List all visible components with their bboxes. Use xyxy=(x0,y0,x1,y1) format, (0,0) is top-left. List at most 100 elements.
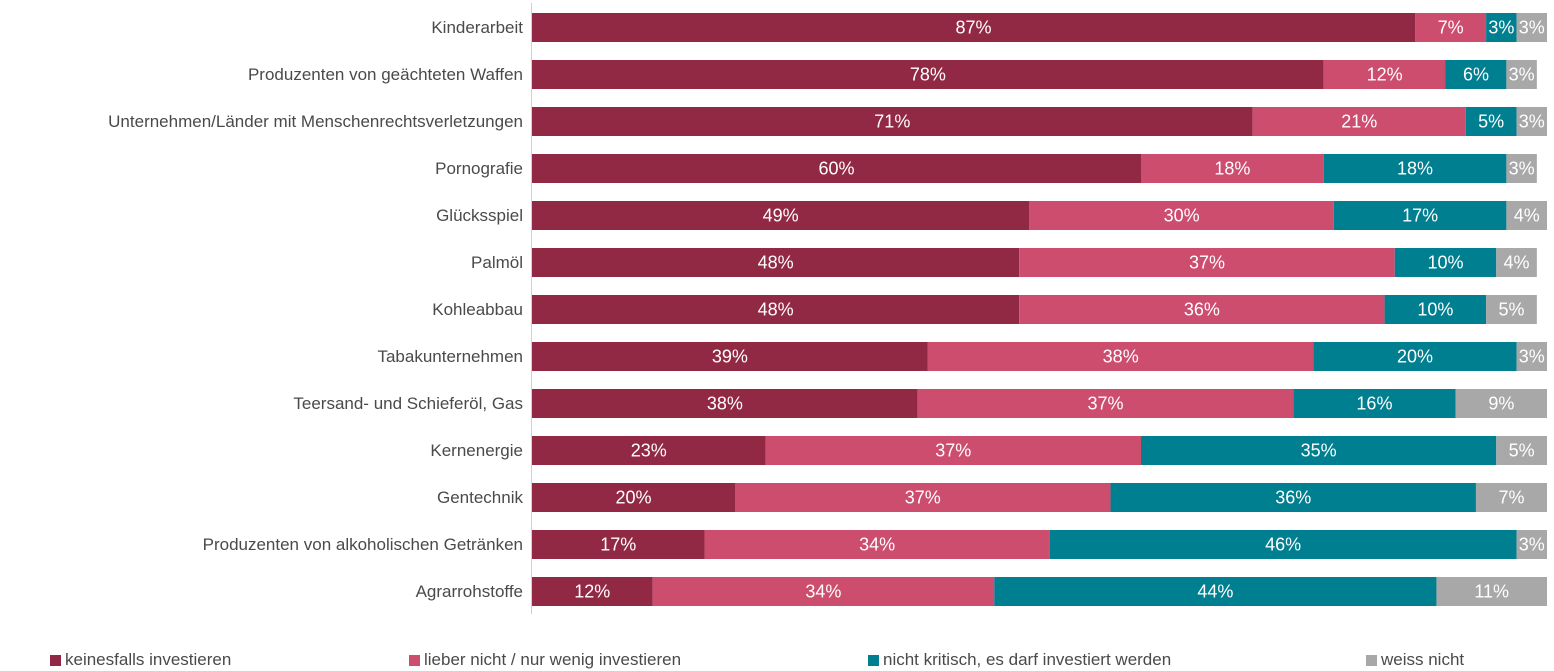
bar-segment xyxy=(1019,248,1395,277)
bar-segment xyxy=(735,483,1111,512)
data-label: 46% xyxy=(1265,535,1301,555)
data-label: 38% xyxy=(1103,347,1139,367)
bar-segment xyxy=(532,436,766,465)
category-label: Produzenten von geächteten Waffen xyxy=(248,65,523,84)
bar-segment xyxy=(1486,295,1537,324)
data-label: 18% xyxy=(1397,159,1433,179)
category-label: Unternehmen/Länder mit Menschenrechtsver… xyxy=(108,112,523,131)
bar-segment xyxy=(1516,342,1547,371)
data-label: 44% xyxy=(1197,582,1233,602)
data-label: 71% xyxy=(874,112,910,132)
data-label: 20% xyxy=(615,488,651,508)
data-label: 35% xyxy=(1301,441,1337,461)
bar-segment xyxy=(532,295,1020,324)
bar-segment xyxy=(1506,60,1537,89)
legend-item-lieber-nicht: lieber nicht / nur wenig investieren xyxy=(409,650,681,670)
bar-segment xyxy=(1384,295,1487,324)
data-label: 3% xyxy=(1519,112,1545,132)
bar-segment xyxy=(1436,577,1547,606)
bar-segment xyxy=(927,342,1314,371)
legend-swatch xyxy=(868,654,879,666)
bar-segment xyxy=(1110,483,1476,512)
legend-label: nicht kritisch, es darf investiert werde… xyxy=(883,650,1172,669)
data-label: 10% xyxy=(1417,300,1453,320)
data-label: 3% xyxy=(1519,535,1545,555)
data-label: 60% xyxy=(818,159,854,179)
bar-segment xyxy=(532,483,735,512)
data-label: 37% xyxy=(1087,394,1123,414)
legend-swatch xyxy=(1366,654,1377,666)
legend-label: lieber nicht / nur wenig investieren xyxy=(424,650,682,669)
bar-segment xyxy=(1323,154,1507,183)
bar-segment xyxy=(1049,530,1517,559)
bar-segment xyxy=(1506,201,1547,230)
bar-segment xyxy=(1486,13,1517,42)
bar-segment xyxy=(1445,60,1507,89)
data-label: 36% xyxy=(1275,488,1311,508)
legend-swatch xyxy=(409,654,420,666)
data-label: 37% xyxy=(1189,253,1225,273)
category-label: Palmöl xyxy=(471,253,523,272)
bar-segment xyxy=(704,530,1050,559)
data-label: 37% xyxy=(935,441,971,461)
data-label: 12% xyxy=(1367,65,1403,85)
data-label: 18% xyxy=(1214,159,1250,179)
data-label: 10% xyxy=(1427,253,1463,273)
bar-segment xyxy=(1475,483,1547,512)
legend-label: weiss nicht xyxy=(1381,650,1465,669)
bar-segment xyxy=(1029,201,1334,230)
category-label: Kernenergie xyxy=(430,441,523,460)
data-label: 34% xyxy=(859,535,895,555)
data-label: 3% xyxy=(1519,18,1545,38)
category-label: Agrarrohstoffe xyxy=(416,582,523,601)
data-label: 5% xyxy=(1498,300,1524,320)
bar-segment xyxy=(1252,107,1466,136)
bar-segment xyxy=(1019,295,1385,324)
category-label: Gentechnik xyxy=(437,488,523,507)
bar-segment xyxy=(1516,530,1547,559)
category-label: Teersand- und Schieferöl, Gas xyxy=(293,394,523,413)
bar-segment xyxy=(532,107,1253,136)
bar-segment xyxy=(1516,13,1547,42)
bar-segment xyxy=(532,577,653,606)
legend-swatch xyxy=(50,654,61,666)
data-label: 36% xyxy=(1184,300,1220,320)
bar-segment xyxy=(1455,389,1547,418)
bar-segment xyxy=(1141,436,1497,465)
legend-item-nicht-kritisch: nicht kritisch, es darf investiert werde… xyxy=(868,650,1171,670)
category-label: Kinderarbeit xyxy=(431,18,523,37)
category-label: Tabakunternehmen xyxy=(377,347,523,366)
bar-segment xyxy=(1496,436,1547,465)
data-label: 5% xyxy=(1509,441,1535,461)
bar-segment xyxy=(1313,342,1517,371)
bar-segment xyxy=(532,154,1141,183)
bar-segment xyxy=(652,577,995,606)
bar-segment xyxy=(1394,248,1497,277)
data-label: 17% xyxy=(600,535,636,555)
data-label: 49% xyxy=(763,206,799,226)
bar-segment xyxy=(1516,107,1547,136)
bar-segment xyxy=(1141,154,1324,183)
data-label: 4% xyxy=(1504,253,1530,273)
bar-segment xyxy=(765,436,1141,465)
legend: keinesfalls investieren lieber nicht / n… xyxy=(0,650,1554,671)
bar-segment xyxy=(532,201,1030,230)
bar-segment xyxy=(1506,154,1537,183)
data-label: 11% xyxy=(1474,582,1509,602)
data-label: 21% xyxy=(1341,112,1377,132)
data-label: 9% xyxy=(1488,394,1514,414)
stacked-bar-chart: Kinderarbeit 87% 7% 3% 3%Produzenten von geä… xyxy=(108,3,1547,614)
bar-segment xyxy=(1323,60,1446,89)
category-label: Produzenten von alkoholischen Getränken xyxy=(203,535,523,554)
bar-segment xyxy=(1293,389,1456,418)
legend-item-keinesfalls: keinesfalls investieren xyxy=(50,650,231,670)
data-label: 34% xyxy=(805,582,841,602)
data-label: 12% xyxy=(574,582,610,602)
data-label: 3% xyxy=(1509,65,1535,85)
data-label: 39% xyxy=(712,347,748,367)
data-label: 4% xyxy=(1514,206,1540,226)
bar-segment xyxy=(1496,248,1537,277)
bar-segment xyxy=(532,389,918,418)
data-label: 30% xyxy=(1164,206,1200,226)
category-label: Kohleabbau xyxy=(432,300,523,319)
